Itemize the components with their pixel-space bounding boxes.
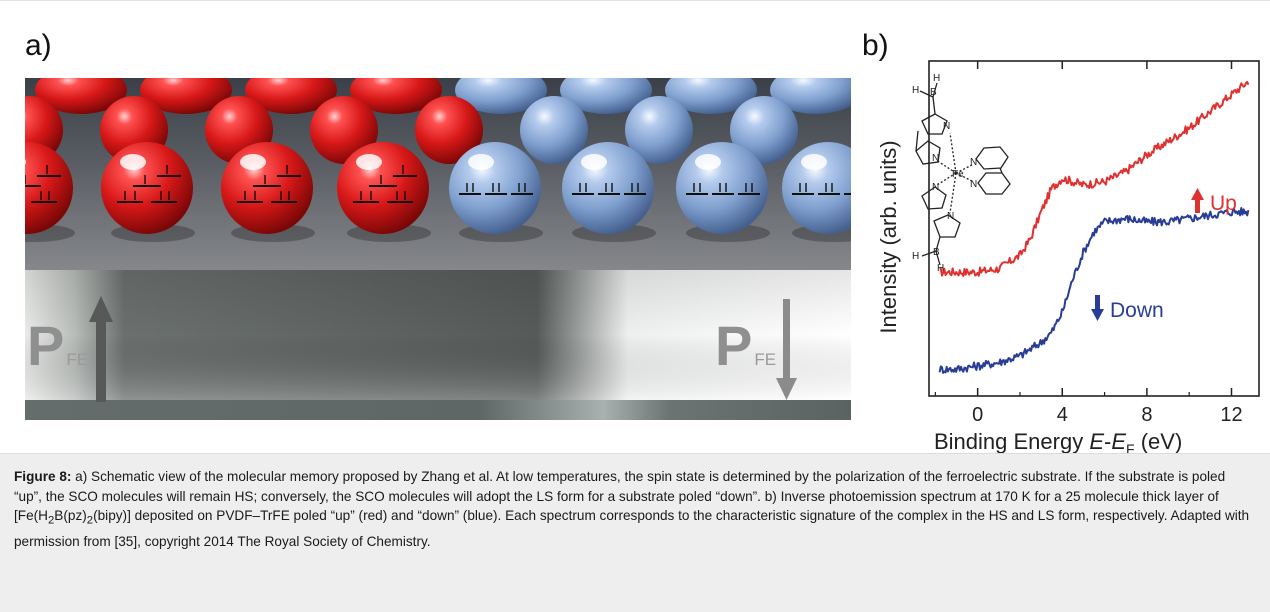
molecule-back-row — [665, 78, 757, 114]
svg-text:H: H — [912, 251, 919, 262]
molecule-back-row — [770, 78, 851, 114]
spin-levels-icon — [117, 165, 181, 203]
pfe-left-subscript: FE — [66, 350, 89, 369]
x-axis-title: Binding Energy E-EF (eV) — [934, 429, 1182, 457]
caption-text-part-1: a) Schematic view of the molecular memor… — [14, 469, 1226, 524]
pfe-right-letter: P — [715, 314, 753, 377]
electrode-base — [25, 400, 851, 420]
spin-levels-icon — [686, 183, 760, 195]
high-spin-molecule — [101, 142, 195, 242]
ipes-spectrum-plot: 0 4 8 12 Intensity (arb. units) Binding Ene… — [862, 60, 1262, 457]
molecular-memory-schematic: P FE P FE — [25, 78, 851, 420]
figure: a) — [0, 0, 1270, 457]
series-down-line — [938, 207, 1250, 374]
svg-text:H: H — [933, 73, 940, 84]
molecule-structure-icon: Fe B H H N N B H H N — [912, 73, 1011, 274]
caption-subscript-1: 2 — [47, 514, 55, 527]
polarization-down-arrow — [776, 299, 797, 400]
svg-text:N: N — [970, 157, 977, 168]
legend-up: Up — [1191, 188, 1237, 215]
svg-text:H: H — [937, 263, 944, 274]
series-up-line — [939, 80, 1250, 277]
svg-text:N: N — [970, 179, 977, 190]
molecule-back-row — [560, 78, 652, 114]
molecule-middle-row — [625, 96, 693, 164]
low-spin-molecule — [562, 142, 656, 242]
high-spin-molecule — [25, 142, 75, 242]
x-tick-label: 12 — [1220, 404, 1242, 426]
svg-text:Down: Down — [1110, 299, 1164, 322]
low-spin-molecule — [449, 142, 543, 242]
molecule-back-row — [350, 78, 442, 114]
molecule-middle-row — [310, 96, 378, 164]
molecule-middle-row — [415, 96, 483, 164]
panel-a-label: a) — [25, 29, 52, 62]
svg-text:N: N — [943, 121, 950, 132]
low-spin-molecule — [676, 142, 770, 242]
spin-levels-icon — [25, 165, 61, 203]
svg-text:N: N — [932, 153, 939, 164]
polarization-up-arrow — [89, 296, 113, 402]
pfe-left-letter: P — [27, 314, 65, 377]
panel-b-label: b) — [862, 29, 889, 62]
x-tick-label: 4 — [1057, 404, 1068, 426]
caption-text-part-2: B(pz) — [54, 508, 87, 524]
molecule-back-row — [35, 78, 127, 114]
svg-text:B: B — [930, 87, 937, 98]
y-axis-title: Intensity (arb. units) — [876, 140, 901, 333]
polarization-label-left: P FE — [27, 318, 88, 374]
spin-levels-icon — [237, 165, 301, 203]
svg-text:Fe: Fe — [952, 169, 964, 180]
svg-text:Up: Up — [1210, 192, 1237, 215]
molecule-middle-row — [520, 96, 588, 164]
high-spin-molecule — [337, 142, 431, 242]
spin-levels-icon — [792, 183, 851, 195]
svg-text:N: N — [932, 182, 939, 193]
svg-text:H: H — [912, 85, 919, 96]
svg-text:B: B — [933, 247, 940, 258]
molecule-back-row — [245, 78, 337, 114]
x-tick-label: 0 — [972, 404, 983, 426]
caption-text-part-3: (bipy)] deposited on PVDF–TrFE poled “up… — [14, 508, 1250, 549]
molecule-middle-row — [730, 96, 798, 164]
low-spin-molecule — [782, 142, 851, 242]
x-tick-label: 8 — [1141, 404, 1152, 426]
spin-levels-icon — [353, 165, 417, 203]
spin-levels-icon — [572, 183, 646, 195]
high-spin-molecule — [221, 142, 315, 242]
caption-figure-label: Figure 8: — [14, 469, 72, 484]
polarization-label-right: P FE — [715, 318, 776, 374]
figure-caption: Figure 8: a) Schematic view of the molec… — [0, 453, 1270, 612]
molecule-back-row — [140, 78, 232, 114]
caption-subscript-2: 2 — [86, 514, 94, 527]
spin-levels-icon — [459, 183, 533, 195]
legend-down: Down — [1091, 295, 1164, 322]
svg-text:N: N — [947, 211, 954, 222]
molecule-back-row — [455, 78, 547, 114]
plot-frame — [928, 60, 1260, 397]
pfe-right-subscript: FE — [754, 350, 777, 369]
